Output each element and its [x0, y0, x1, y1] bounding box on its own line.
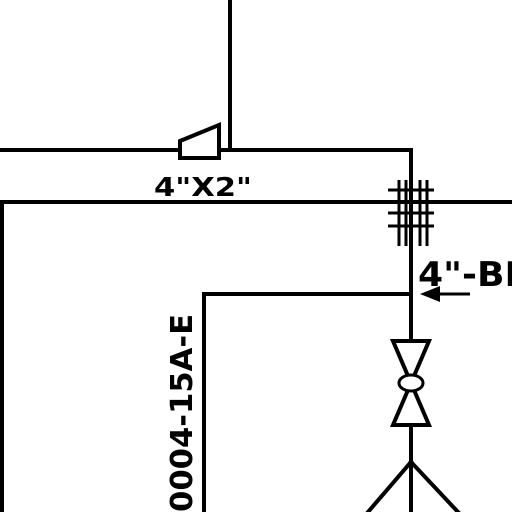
line-number-label: 0004-15A-E — [165, 314, 200, 512]
flange-pair-icon — [388, 180, 434, 246]
lower-left-diagonal — [365, 459, 414, 512]
reducer-icon — [178, 122, 221, 160]
flow-arrow-icon — [420, 286, 470, 302]
reducer-label: 4"X2" — [154, 173, 252, 203]
branch-label: 4"-BI — [418, 255, 512, 295]
lower-right-diagonal — [408, 459, 461, 512]
gate-valve-icon — [389, 339, 433, 427]
